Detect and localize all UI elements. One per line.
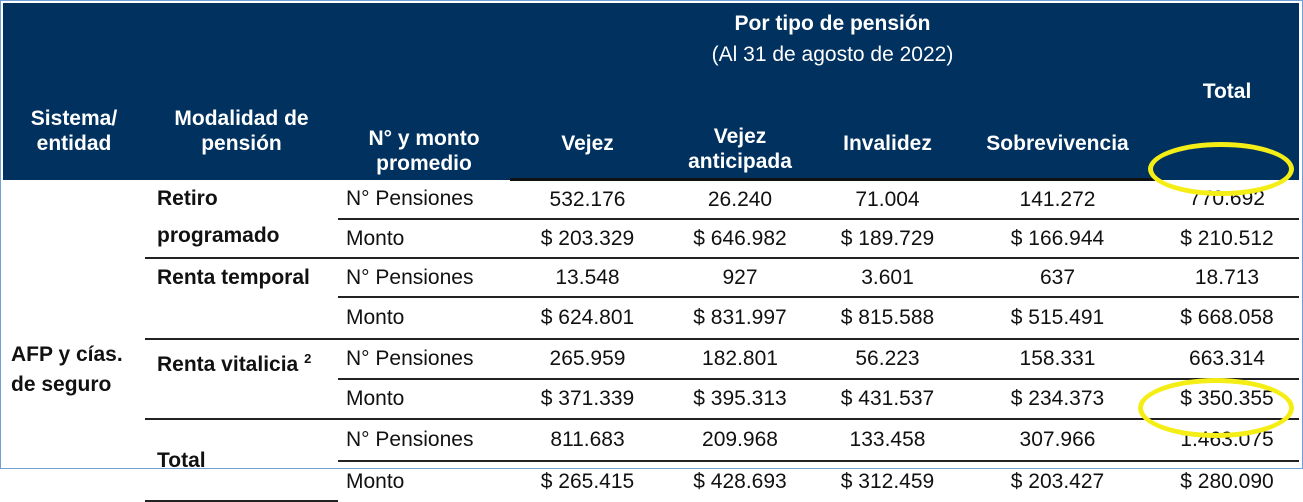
header-invalidez: Invalidez	[815, 79, 960, 181]
row-label: N° Pensiones	[338, 419, 510, 462]
value-cell: 265.959	[510, 339, 665, 380]
table-row: Monto $ 203.329 $ 646.982 $ 189.729 $ 166.94…	[3, 219, 1299, 259]
value-cell: 158.331	[960, 339, 1155, 380]
row-label: N° Pensiones	[338, 339, 510, 380]
modalidad-label: Total	[157, 448, 206, 472]
value-cell: $ 515.491	[960, 297, 1155, 340]
modalidad-cell: Renta temporal	[145, 258, 338, 340]
value-cell: 927	[665, 258, 815, 298]
value-cell: 209.968	[665, 419, 815, 462]
row-label: Monto	[338, 219, 510, 259]
value-cell: $ 189.729	[815, 219, 960, 259]
table-row: Total N° Pensiones 811.683 209.968 133.458 30…	[3, 419, 1299, 502]
row-label: Monto	[346, 469, 405, 493]
value-cell: $ 166.944	[960, 219, 1155, 259]
value-cell: $ 815.588	[815, 297, 960, 340]
header-numero-monto: N° y monto promedio	[338, 3, 510, 180]
value-cell: $ 371.339	[510, 379, 665, 420]
value-cell: $ 428.693	[693, 469, 787, 493]
header-vejez-anticipada: Vejez anticipada	[665, 79, 815, 181]
value-cell: 71.004	[815, 179, 960, 220]
header-group-title: Por tipo de pensión	[734, 12, 931, 35]
row-label: Monto	[338, 379, 510, 420]
header-modalidad: Modalidad de pensión	[145, 3, 338, 180]
modalidad-label: Retiro programado	[157, 186, 280, 247]
header-sistema: Sistema/ entidad	[3, 3, 145, 180]
modalidad-label: Renta temporal	[157, 266, 310, 289]
value-cell: 26.240	[665, 179, 815, 220]
value-cell: $ 265.415	[540, 469, 635, 493]
table-row: Renta temporal N° Pensiones 13.548 927 3.601…	[3, 258, 1299, 340]
total-cell: 663.314	[1155, 339, 1299, 380]
value-cell: $ 234.373	[960, 379, 1155, 420]
value-cell: 532.176	[510, 179, 665, 220]
value-cell: 56.223	[815, 339, 960, 380]
row-label: N° Pensiones	[338, 179, 510, 220]
header-group-subtitle: (Al 31 de agosto de 2022)	[711, 43, 954, 66]
value-cell: 13.548	[510, 258, 665, 298]
value-cell: 307.966	[960, 419, 1155, 462]
footnote-marker: 2	[304, 351, 312, 366]
value-cell: $ 312.459	[840, 469, 935, 493]
header-sobrevivencia: Sobrevivencia	[960, 79, 1155, 181]
modalidad-cell: Total	[145, 419, 338, 502]
total-cell: $ 668.058	[1155, 297, 1299, 340]
value-cell: $ 431.537	[815, 379, 960, 420]
table-row: Renta vitalicia 2 N° Pensiones 265.959 182.…	[3, 339, 1299, 420]
total-cell: 1.463.075	[1155, 419, 1299, 462]
value-cell: $ 624.801	[510, 297, 665, 340]
total-cell: 18.713	[1155, 258, 1299, 298]
value-cell: $ 395.313	[665, 379, 815, 420]
total-cell: $ 210.512	[1155, 219, 1299, 259]
modalidad-cell: Retiro programado	[145, 179, 338, 259]
total-cell: $ 350.355	[1155, 379, 1299, 420]
sistema-cell: AFP y cías. de seguro	[11, 343, 123, 397]
modalidad-label: Renta vitalicia	[157, 353, 299, 376]
value-cell: $ 203.329	[510, 219, 665, 259]
value-cell: 811.683	[510, 419, 665, 462]
value-cell: 141.272	[960, 179, 1155, 220]
table-row: Monto $ 371.339 $ 395.313 $ 431.537 $ 234.37…	[3, 379, 1299, 420]
header-group: Por tipo de pensión (Al 31 de agosto de …	[510, 3, 1155, 79]
value-cell: $ 831.997	[665, 297, 815, 340]
value-cell: $ 203.427	[1010, 469, 1105, 493]
value-cell: 133.458	[815, 419, 960, 462]
pension-table: Sistema/ entidad Modalidad de pensión N°…	[3, 3, 1299, 502]
table-row: Monto $ 624.801 $ 831.997 $ 815.588 $ 515.49…	[3, 297, 1299, 340]
value-cell: 637	[960, 258, 1155, 298]
total-cell: $ 280.090	[1180, 469, 1274, 493]
table-row: AFP y cías. de seguro Retiro programado N°…	[3, 179, 1299, 396]
header-total: Total	[1155, 3, 1299, 180]
value-cell: $ 646.982	[665, 219, 815, 259]
value-cell: 3.601	[815, 258, 960, 298]
modalidad-cell: Renta vitalicia 2	[145, 339, 338, 420]
total-cell: 770.692	[1155, 179, 1299, 220]
header-vejez: Vejez	[510, 79, 665, 181]
value-cell: 182.801	[665, 339, 815, 380]
row-label: N° Pensiones	[338, 258, 510, 298]
row-label: Monto	[338, 297, 510, 340]
